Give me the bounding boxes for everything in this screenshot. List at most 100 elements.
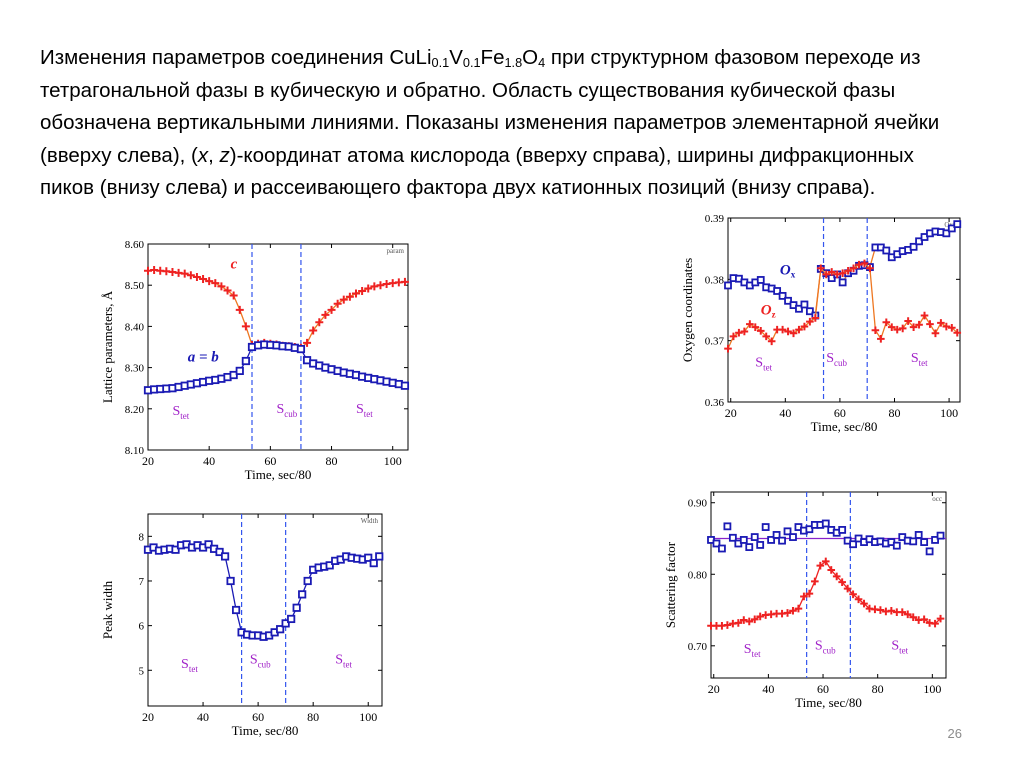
data-point (746, 320, 754, 328)
slide-caption: Изменения параметров соединения CuLi0.1V… (40, 42, 970, 205)
data-point (358, 286, 367, 295)
y-tick-label: 8.10 (125, 445, 145, 457)
y-tick-label: 0.37 (705, 336, 725, 348)
data-point (276, 625, 285, 634)
caption-subscript: 0.1 (431, 55, 450, 71)
data-point (756, 541, 765, 549)
series-label: Ox (780, 262, 796, 279)
caption-text: O (522, 46, 539, 69)
chart-corner-label: Width (361, 517, 379, 525)
data-point (800, 592, 808, 601)
phase-label-subscript: tet (364, 409, 373, 419)
data-point (838, 278, 847, 287)
data-point (784, 296, 792, 305)
data-point (226, 576, 235, 586)
caption-subscript: 0.1 (462, 55, 481, 71)
phase-label: Stet (891, 638, 908, 655)
data-point (855, 260, 863, 269)
data-point (220, 552, 230, 561)
x-tick-label: 20 (142, 710, 154, 724)
phase-label: Scub (826, 351, 847, 368)
x-tick-label: 80 (888, 406, 900, 420)
data-point (241, 322, 250, 331)
data-point (936, 531, 945, 540)
data-point (205, 277, 214, 286)
data-point (778, 325, 787, 334)
data-point (844, 266, 852, 275)
data-point (400, 381, 410, 390)
series-0 (144, 265, 409, 352)
data-point (729, 332, 738, 341)
phase-label-subscript: tet (919, 358, 928, 368)
data-point (821, 557, 830, 566)
data-point (784, 327, 792, 336)
data-point (800, 300, 809, 309)
page-number: 26 (947, 726, 962, 741)
x-tick-label: 100 (940, 406, 958, 420)
plot-frame (710, 491, 947, 679)
data-point (849, 590, 857, 599)
series-label: a = b (188, 349, 220, 365)
data-point (375, 552, 384, 561)
caption-text: )-координат атома кислорода (вверху спра… (40, 143, 914, 200)
data-point (789, 533, 797, 541)
data-point (192, 272, 201, 281)
phase-label: Stet (744, 642, 761, 659)
y-tick-label: 5 (139, 665, 145, 677)
data-point (773, 287, 782, 295)
data-point (805, 307, 814, 316)
data-point (735, 328, 743, 337)
y-axis-title: Scattering factor (663, 541, 678, 628)
data-point (854, 595, 863, 604)
series-1 (724, 259, 962, 353)
data-point (778, 536, 786, 545)
data-point (712, 539, 721, 548)
data-point (843, 584, 852, 593)
data-point (180, 269, 189, 278)
data-point (723, 522, 732, 531)
series-line (711, 560, 941, 627)
data-point (882, 246, 891, 255)
y-tick-label: 8.20 (125, 404, 145, 416)
data-point (761, 523, 770, 531)
phase-label: Stet (335, 653, 352, 670)
plot-frame (147, 513, 383, 707)
data-point (345, 292, 354, 301)
data-point (909, 613, 918, 621)
data-point (871, 326, 880, 335)
chart-corner-label: param (387, 247, 405, 255)
data-point (241, 356, 250, 366)
phase-label-subscript: cub (834, 358, 847, 368)
y-tick-label: 0.90 (688, 498, 708, 510)
data-point (914, 531, 923, 539)
x-tick-label: 100 (384, 454, 402, 468)
data-point (789, 329, 798, 338)
data-point (292, 603, 301, 612)
data-point (204, 540, 213, 549)
x-tick-label: 100 (359, 710, 377, 724)
x-tick-label: 40 (197, 710, 209, 724)
data-point (762, 332, 771, 341)
oxygen-coordinates-plot: 0.36 0.37 0.38 0.39 20 40 60 80 100 Time, sec/80 O… (680, 213, 962, 434)
series-0 (143, 540, 384, 641)
series-1 (143, 340, 410, 395)
phase-label-subscript: tet (763, 362, 772, 372)
data-point (734, 619, 743, 627)
data-point (745, 543, 754, 551)
data-point (893, 325, 902, 334)
x-tick-label: 80 (307, 710, 319, 724)
data-point (821, 519, 830, 528)
data-point (186, 271, 195, 280)
phase-label-subscript: tet (189, 664, 198, 674)
y-tick-label: 0.70 (688, 641, 708, 653)
caption-text: Fe (480, 46, 505, 69)
data-point (315, 318, 324, 327)
data-point (920, 538, 929, 546)
data-point (235, 305, 244, 314)
caption-italic: x (197, 143, 209, 167)
y-tick-label: 8.30 (125, 363, 145, 375)
phase-label: Scub (276, 402, 297, 419)
data-point (298, 590, 307, 599)
data-point (849, 264, 858, 273)
y-axis-title: Oxygen coordinates (680, 258, 695, 362)
